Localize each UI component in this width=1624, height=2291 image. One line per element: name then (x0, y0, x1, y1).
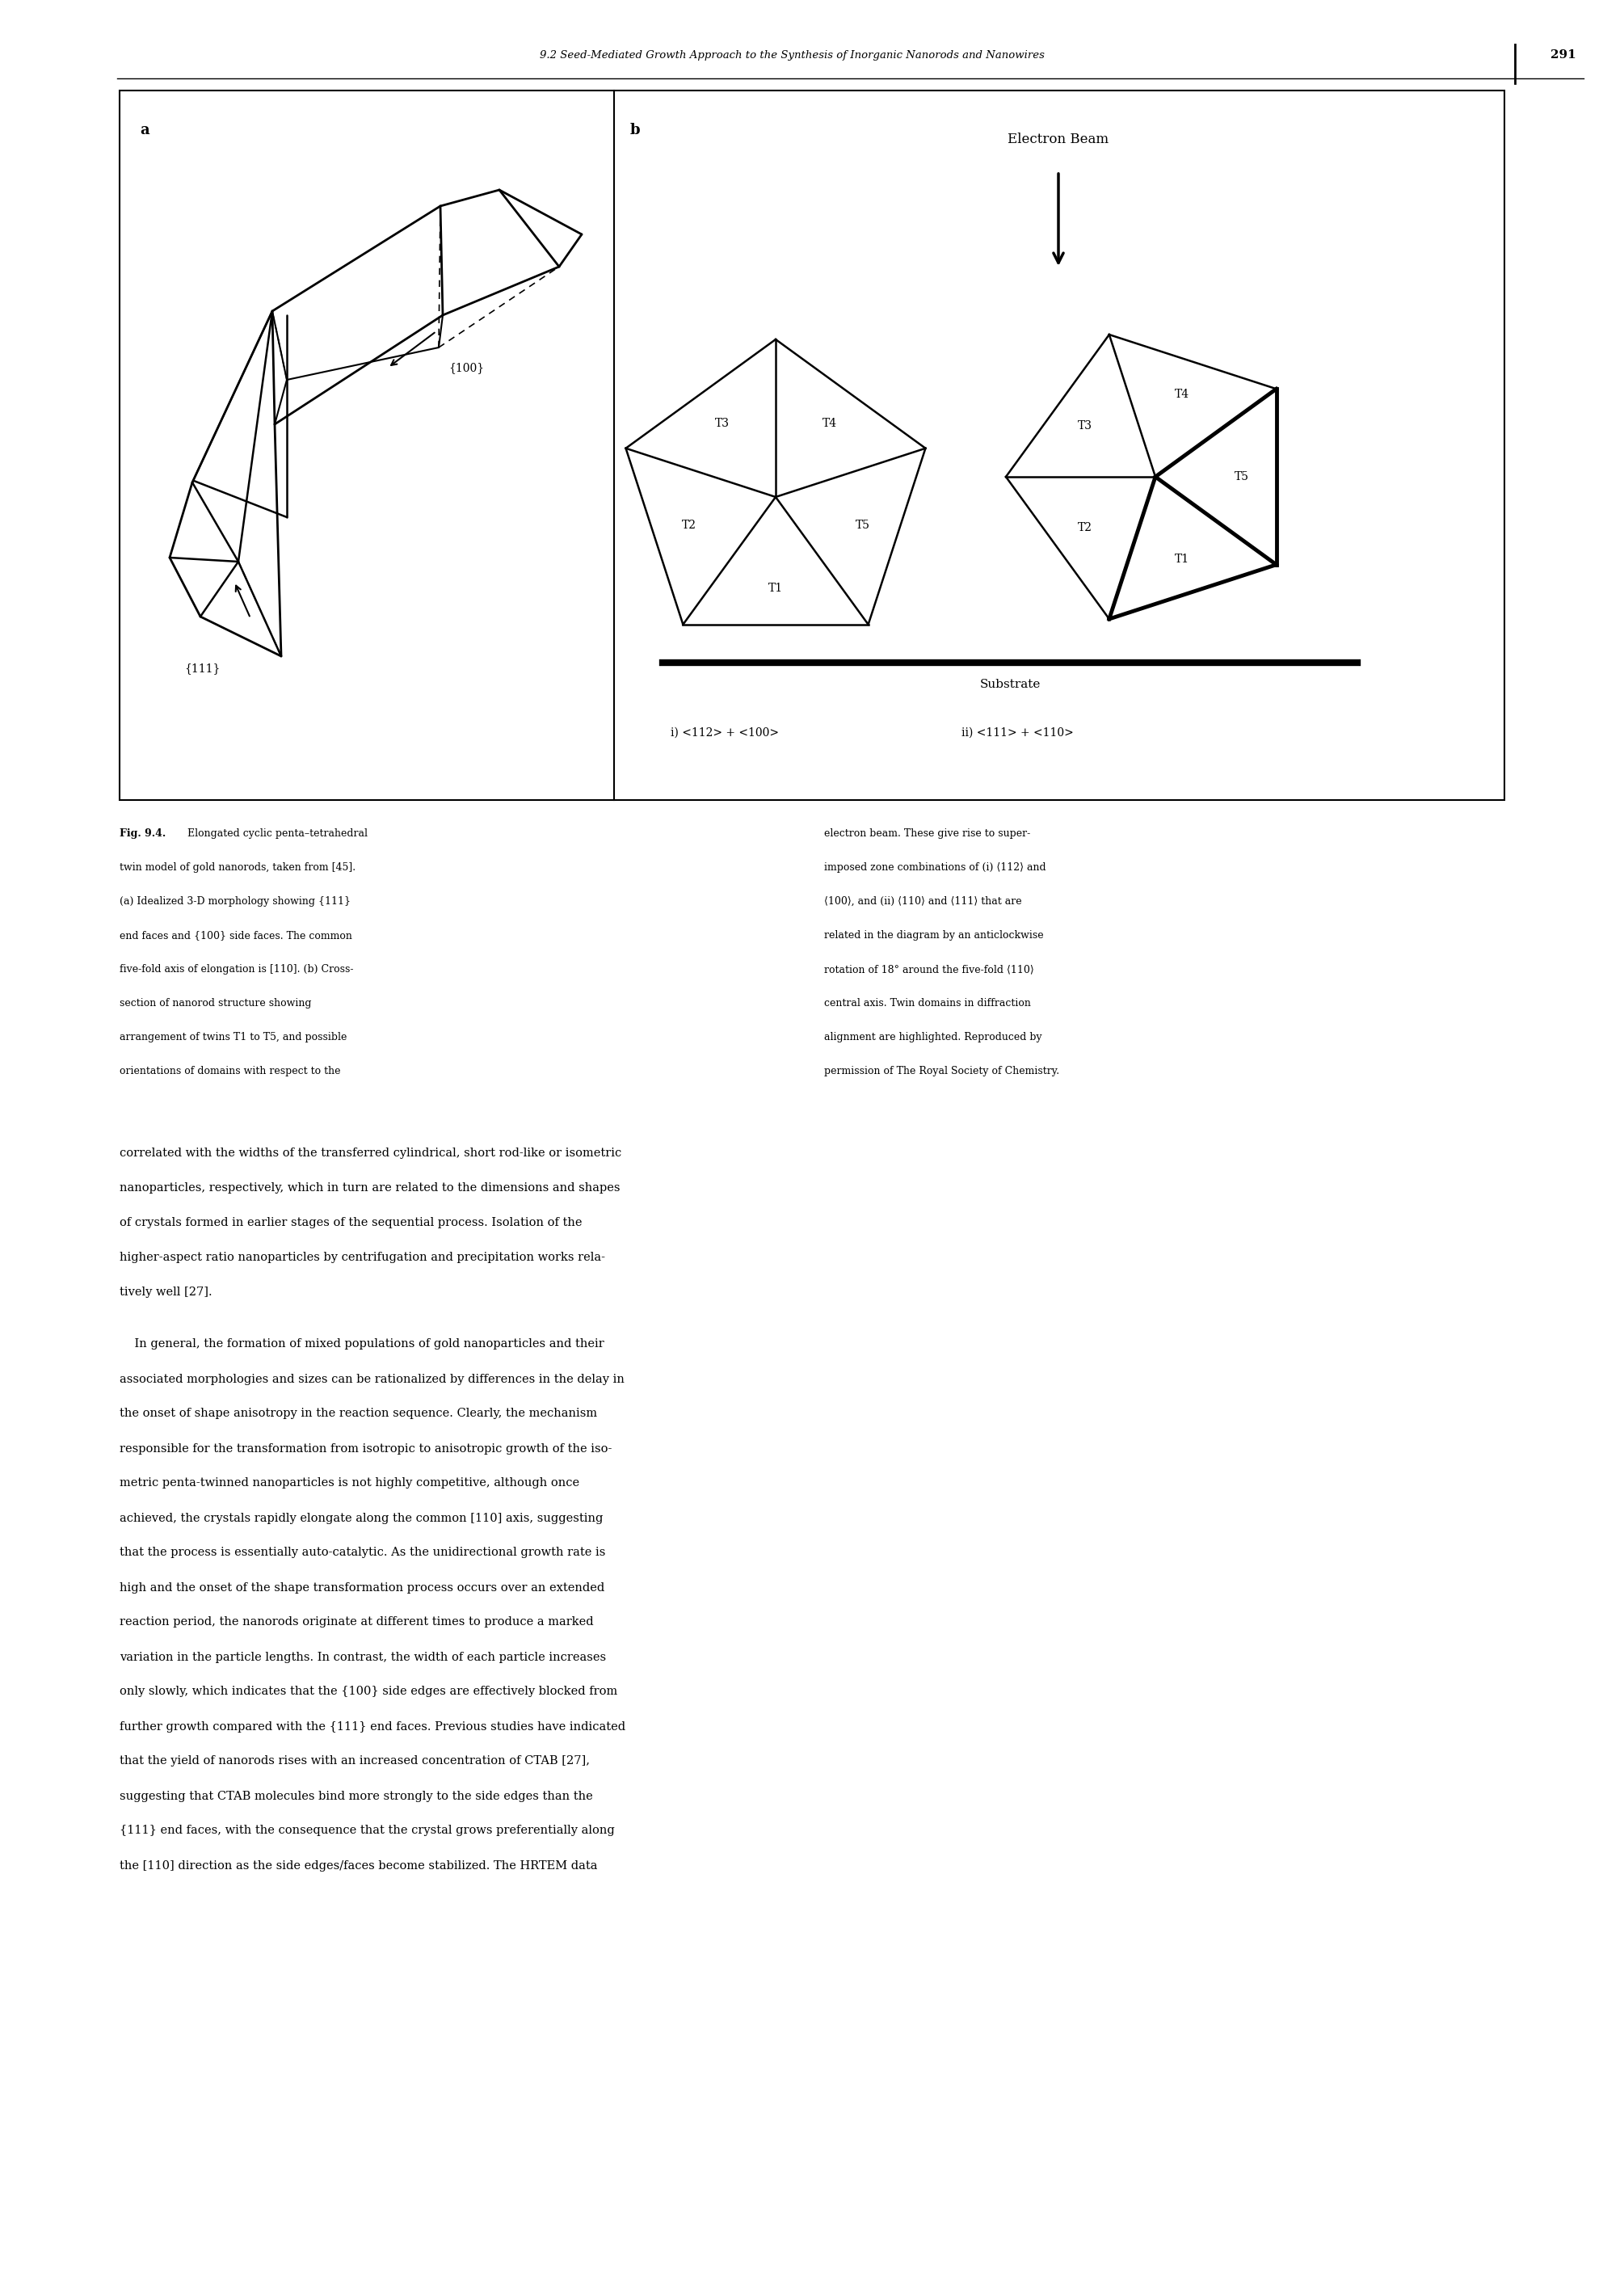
Bar (120, 92, 1504, 800)
Text: electron beam. These give rise to super-: electron beam. These give rise to super- (823, 829, 1030, 839)
Text: high and the onset of the shape transformation process occurs over an extended: high and the onset of the shape transfor… (120, 1581, 604, 1592)
Text: i) <112> + <100>: i) <112> + <100> (671, 726, 780, 738)
Text: Substrate: Substrate (979, 678, 1041, 690)
Text: arrangement of twins T1 to T5, and possible: arrangement of twins T1 to T5, and possi… (120, 1031, 348, 1042)
Text: Fig. 9.4.: Fig. 9.4. (120, 829, 166, 839)
Text: Electron Beam: Electron Beam (1009, 133, 1109, 147)
Text: T3: T3 (1078, 419, 1093, 431)
Text: T1: T1 (1174, 554, 1189, 566)
Text: nanoparticles, respectively, which in turn are related to the dimensions and sha: nanoparticles, respectively, which in tu… (120, 1182, 620, 1194)
Text: associated morphologies and sizes can be rationalized by differences in the dela: associated morphologies and sizes can be… (120, 1372, 625, 1384)
Text: related in the diagram by an anticlockwise: related in the diagram by an anticlockwi… (823, 930, 1044, 942)
Text: tively well [27].: tively well [27]. (120, 1288, 213, 1297)
Text: 9.2 Seed-Mediated Growth Approach to the Synthesis of Inorganic Nanorods and Nan: 9.2 Seed-Mediated Growth Approach to the… (539, 50, 1044, 60)
Text: permission of The Royal Society of Chemistry.: permission of The Royal Society of Chemi… (823, 1065, 1059, 1077)
Text: T1: T1 (768, 582, 783, 593)
Text: responsible for the transformation from isotropic to anisotropic growth of the i: responsible for the transformation from … (120, 1443, 612, 1455)
Text: central axis. Twin domains in diffraction: central axis. Twin domains in diffractio… (823, 999, 1031, 1008)
Text: In general, the formation of mixed populations of gold nanoparticles and their: In general, the formation of mixed popul… (120, 1338, 604, 1349)
Text: suggesting that CTAB molecules bind more strongly to the side edges than the: suggesting that CTAB molecules bind more… (120, 1789, 593, 1801)
Text: rotation of 18° around the five-fold ⟨110⟩: rotation of 18° around the five-fold ⟨11… (823, 965, 1034, 974)
Text: that the yield of nanorods rises with an increased concentration of CTAB [27],: that the yield of nanorods rises with an… (120, 1755, 590, 1766)
Text: {111}: {111} (184, 662, 219, 674)
Text: (a) Idealized 3-D morphology showing {111}: (a) Idealized 3-D morphology showing {11… (120, 896, 351, 907)
Text: orientations of domains with respect to the: orientations of domains with respect to … (120, 1065, 341, 1077)
Text: the onset of shape anisotropy in the reaction sequence. Clearly, the mechanism: the onset of shape anisotropy in the rea… (120, 1409, 598, 1420)
Text: only slowly, which indicates that the {100} side edges are effectively blocked f: only slowly, which indicates that the {1… (120, 1686, 617, 1698)
Text: further growth compared with the {111} end faces. Previous studies have indicate: further growth compared with the {111} e… (120, 1721, 625, 1732)
Text: five-fold axis of elongation is [110]. (b) Cross-: five-fold axis of elongation is [110]. (… (120, 965, 354, 974)
Text: T5: T5 (1234, 472, 1249, 483)
Text: twin model of gold nanorods, taken from [45].: twin model of gold nanorods, taken from … (120, 861, 356, 873)
Text: T2: T2 (682, 520, 697, 532)
Text: imposed zone combinations of (i) ⟨112⟩ and: imposed zone combinations of (i) ⟨112⟩ a… (823, 861, 1046, 873)
Text: T4: T4 (1174, 389, 1189, 401)
Text: {111} end faces, with the consequence that the crystal grows preferentially alon: {111} end faces, with the consequence th… (120, 1826, 614, 1837)
Text: achieved, the crystals rapidly elongate along the common [110] axis, suggesting: achieved, the crystals rapidly elongate … (120, 1512, 603, 1524)
Text: T5: T5 (856, 520, 870, 532)
Text: correlated with the widths of the transferred cylindrical, short rod-like or iso: correlated with the widths of the transf… (120, 1148, 622, 1159)
Text: b: b (630, 124, 640, 137)
Text: a: a (140, 124, 149, 137)
Text: ii) <111> + <110>: ii) <111> + <110> (961, 726, 1073, 738)
Text: higher-aspect ratio nanoparticles by centrifugation and precipitation works rela: higher-aspect ratio nanoparticles by cen… (120, 1251, 606, 1262)
Text: of crystals formed in earlier stages of the sequential process. Isolation of the: of crystals formed in earlier stages of … (120, 1217, 581, 1228)
Text: the [110] direction as the side edges/faces become stabilized. The HRTEM data: the [110] direction as the side edges/fa… (120, 1860, 598, 1872)
Text: reaction period, the nanorods originate at different times to produce a marked: reaction period, the nanorods originate … (120, 1617, 593, 1629)
Text: T2: T2 (1078, 522, 1093, 534)
Text: T3: T3 (715, 417, 729, 428)
Text: alignment are highlighted. Reproduced by: alignment are highlighted. Reproduced by (823, 1031, 1043, 1042)
Text: metric penta-twinned nanoparticles is not highly competitive, although once: metric penta-twinned nanoparticles is no… (120, 1478, 580, 1489)
Text: variation in the particle lengths. In contrast, the width of each particle incre: variation in the particle lengths. In co… (120, 1652, 606, 1663)
Text: end faces and {100} side faces. The common: end faces and {100} side faces. The comm… (120, 930, 352, 942)
Text: {100}: {100} (448, 362, 484, 373)
Text: 291: 291 (1551, 50, 1577, 60)
Text: that the process is essentially auto-catalytic. As the unidirectional growth rat: that the process is essentially auto-cat… (120, 1546, 606, 1558)
Text: ⟨100⟩, and (ii) ⟨110⟩ and ⟨111⟩ that are: ⟨100⟩, and (ii) ⟨110⟩ and ⟨111⟩ that are (823, 896, 1021, 907)
Text: section of nanorod structure showing: section of nanorod structure showing (120, 999, 312, 1008)
Text: T4: T4 (822, 417, 836, 428)
Text: Elongated cyclic penta–tetrahedral: Elongated cyclic penta–tetrahedral (177, 829, 367, 839)
